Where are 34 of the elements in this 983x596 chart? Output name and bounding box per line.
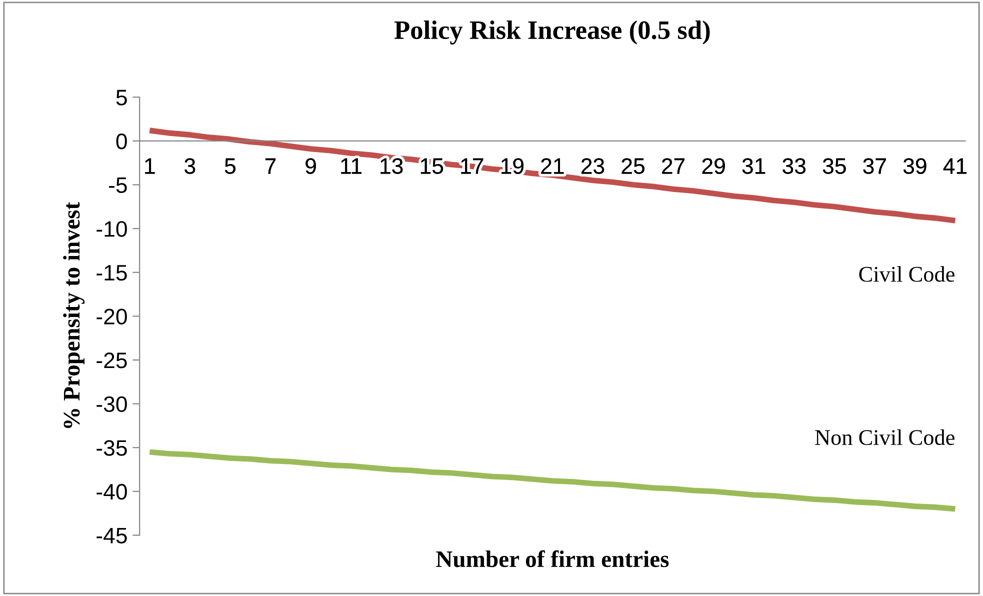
text: Civil Code [859, 266, 954, 282]
y-tick-label: 0 [116, 133, 127, 150]
x-tick-label: 7 [265, 158, 276, 174]
x-tick-label: 13 [380, 158, 403, 174]
x-tick-label: 9 [306, 158, 316, 174]
x-tick-label: 29 [702, 158, 725, 174]
x-tick-label: 3 [184, 158, 196, 174]
y-tick-label: -15 [96, 265, 127, 281]
x-tick-label: 37 [863, 158, 886, 174]
x-tick-label: 33 [782, 158, 806, 174]
y-tick-label: -35 [96, 440, 127, 456]
x-tick-label: 5 [224, 158, 236, 174]
y-axis-title: % Propensity to invest [63, 202, 85, 428]
y-tick-label: -5 [109, 178, 127, 194]
x-axis-title: Number of firm entries [436, 550, 669, 568]
x-tick-label: 25 [622, 158, 644, 174]
text: Non Civil Code [815, 429, 954, 446]
x-tick-label: 21 [541, 158, 564, 174]
y-tick-label: -40 [96, 484, 127, 500]
x-tick-label: 27 [662, 158, 685, 174]
chart-title: Policy Risk Increase (0.5 sd) [394, 20, 710, 45]
x-tick-label: 23 [581, 158, 604, 174]
y-tick-label: -30 [96, 396, 127, 412]
x-tick-label: 1 [145, 158, 155, 174]
x-tick-label: 35 [822, 158, 846, 174]
x-tick-label: 39 [903, 158, 926, 174]
x-tick-label: 31 [742, 158, 766, 174]
y-tick-label: -10 [96, 221, 127, 237]
x-tick-label: 41 [943, 158, 967, 174]
y-tick-label: -20 [96, 308, 127, 324]
x-tick-label: 11 [341, 158, 362, 174]
y-tick-label: 5 [116, 90, 127, 106]
y-tick-label: -45 [96, 528, 127, 544]
y-tick-label: -25 [96, 352, 127, 368]
